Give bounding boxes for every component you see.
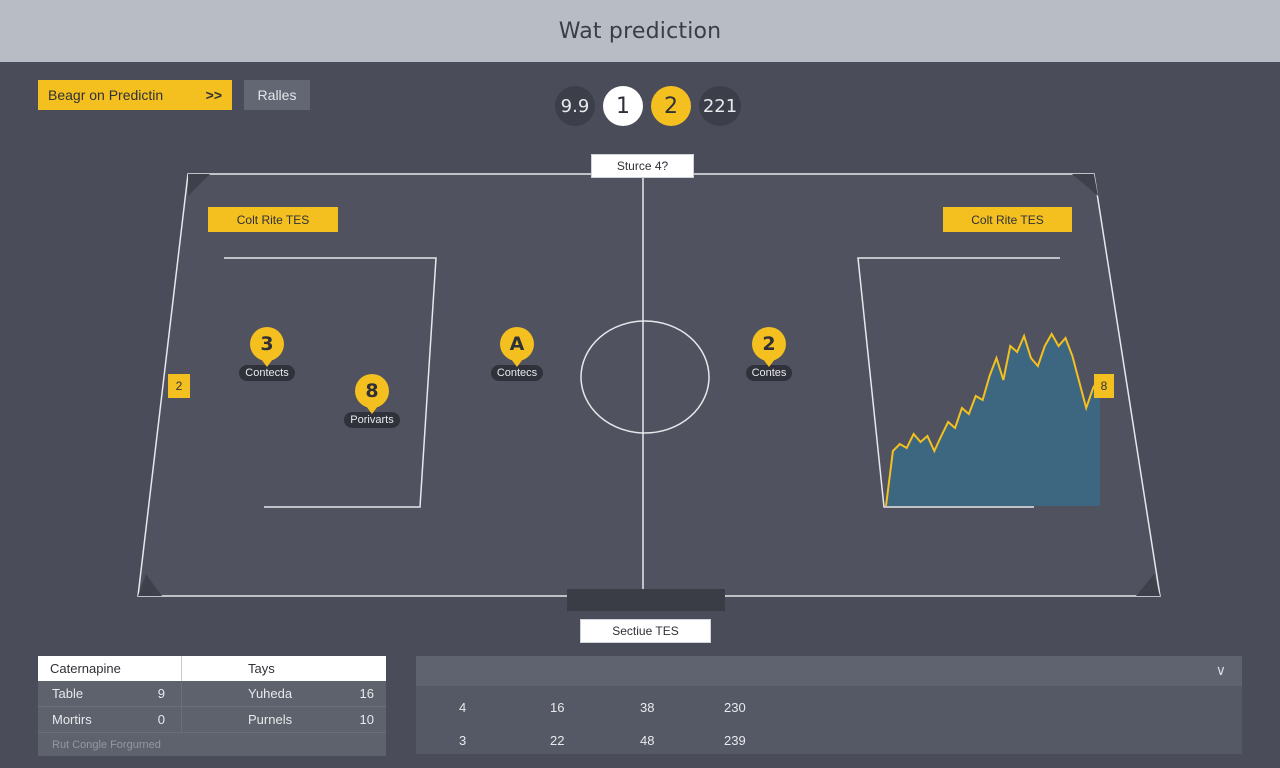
left-side-tag: 2	[168, 374, 190, 398]
marker-caption: Contecs	[490, 365, 544, 381]
data-cell: 38	[640, 700, 655, 715]
data-cell: 239	[724, 733, 746, 748]
double-chevron-right-icon: >>	[205, 87, 222, 103]
score-team-2[interactable]: 2	[651, 86, 691, 126]
cell: 16	[359, 686, 374, 701]
data-cell: 230	[724, 700, 746, 715]
cell: Yuheda	[248, 686, 293, 701]
trend-area-chart	[885, 331, 1101, 507]
table-header: Caternapine Tays	[38, 656, 386, 681]
marker-caption: Contes	[745, 365, 793, 381]
cell: Mortirs	[52, 712, 92, 727]
cell: 10	[359, 712, 374, 727]
right-penalty-box	[857, 257, 1060, 508]
pitch-corner-tl	[188, 174, 210, 196]
player-marker[interactable]: A Contecs	[477, 327, 557, 381]
bottom-bar	[567, 589, 725, 611]
player-marker[interactable]: 8 Porivarts	[332, 374, 412, 428]
table-row[interactable]: Mortirs 0 Purnels 10	[38, 707, 386, 733]
marker-caption: Porivarts	[344, 412, 400, 428]
column-header[interactable]: Caternapine	[38, 656, 182, 681]
data-cell: 3	[459, 733, 467, 748]
scoreboard: 9.9 1 2 221	[555, 86, 741, 126]
cell: Table	[52, 686, 84, 701]
cell: 9	[157, 686, 165, 701]
begin-prediction-button[interactable]: Beagr on Predictin >>	[38, 80, 232, 110]
field-bottom-label: Sectiue TES	[580, 619, 711, 643]
player-marker[interactable]: 3 Contects	[227, 327, 307, 381]
data-row[interactable]: 4 16 38 230	[416, 696, 1242, 720]
pitch-corner-tr	[1072, 174, 1098, 196]
data-cell: 48	[640, 733, 655, 748]
data-row[interactable]: 3 22 48 239	[416, 729, 1242, 753]
pitch-corner-bl	[138, 574, 162, 596]
marker-pin: A	[500, 327, 534, 367]
pitch-corner-br	[1136, 574, 1160, 596]
score-team-1[interactable]: 1	[603, 86, 643, 126]
table-row[interactable]: Table 9 Yuheda 16	[38, 681, 386, 707]
field-top-label: Sturce 4?	[591, 154, 694, 178]
marker-pin: 2	[752, 327, 786, 367]
data-panel-toolbar: ∨	[416, 656, 1242, 686]
score-left: 9.9	[555, 86, 595, 126]
chevron-down-icon[interactable]: ∨	[1215, 662, 1226, 678]
data-cell: 4	[459, 700, 467, 715]
begin-prediction-label: Beagr on Predictin	[48, 87, 164, 103]
marker-caption: Contects	[239, 365, 295, 381]
data-cell: 16	[550, 700, 565, 715]
cell: 0	[157, 712, 165, 727]
left-zone-tag[interactable]: Colt Rite TES	[208, 207, 338, 232]
data-panel: ∨ 4 16 38 230 3 22 48 239	[416, 656, 1242, 754]
right-zone-tag[interactable]: Colt Rite TES	[943, 207, 1072, 232]
chart-area-fill	[886, 334, 1100, 506]
rules-button[interactable]: Ralles	[244, 80, 310, 110]
center-circle	[580, 320, 710, 434]
cell: Purnels	[248, 712, 293, 727]
column-header[interactable]: Tays	[248, 661, 275, 676]
data-cell: 22	[550, 733, 565, 748]
player-marker[interactable]: 2 Contes	[729, 327, 809, 381]
right-side-tag: 8	[1094, 374, 1114, 398]
chart-series-line	[885, 331, 1101, 507]
marker-pin: 8	[355, 374, 389, 414]
stats-table: Caternapine Tays Table 9 Yuheda 16 Mortirs…	[38, 656, 386, 756]
marker-pin: 3	[250, 327, 284, 367]
left-penalty-box	[224, 257, 437, 508]
app-header: Wat prediction	[0, 0, 1280, 62]
table-footer: Rut Congle Forgurned	[52, 738, 161, 751]
page-title: Wat prediction	[558, 18, 722, 44]
score-right: 221	[699, 86, 741, 126]
